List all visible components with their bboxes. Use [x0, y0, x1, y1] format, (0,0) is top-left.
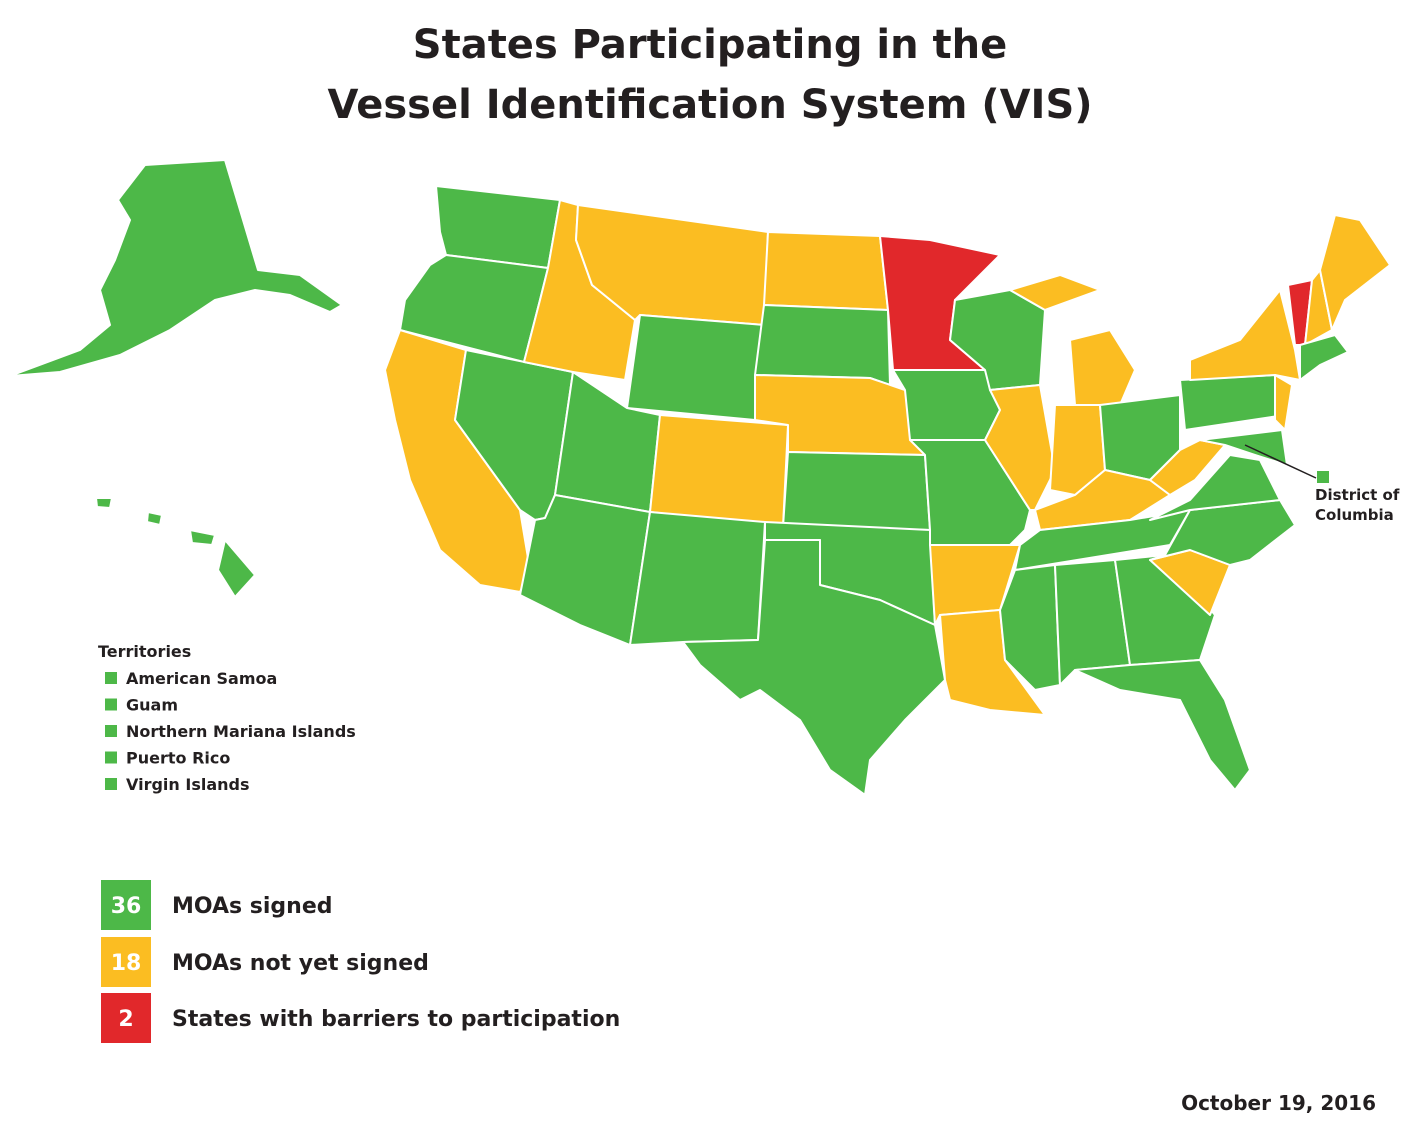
dc-swatch [1317, 471, 1329, 483]
dc-label: District of [1315, 486, 1400, 504]
state [1189, 289, 1301, 381]
state [649, 414, 789, 528]
state [1319, 214, 1391, 331]
state [892, 369, 1001, 441]
state [9, 159, 343, 377]
territory-label: Virgin Islands [126, 775, 250, 794]
territory-swatch [105, 751, 117, 764]
state [629, 511, 766, 646]
legend-count: 36 [111, 894, 142, 919]
state [189, 529, 216, 546]
dc-pointer [1244, 444, 1317, 479]
territories-list: American Samoa Guam Northern Mariana Islan… [105, 669, 356, 794]
territory-swatch [105, 698, 117, 711]
territory-swatch [105, 672, 117, 684]
territories-title: Territories [98, 642, 191, 661]
state [754, 304, 891, 386]
territory-label: Puerto Rico [126, 749, 230, 768]
legend-label: MOAs signed [172, 894, 333, 919]
legend-swatch [101, 880, 151, 930]
state [1299, 334, 1349, 381]
state [1199, 429, 1288, 466]
state [763, 231, 889, 311]
legend-label: MOAs not yet signed [172, 951, 429, 976]
state [1274, 374, 1293, 431]
legend-label: States with barriers to participation [172, 1007, 620, 1032]
state [1149, 454, 1281, 521]
territory-swatch [105, 778, 117, 790]
territory-label: American Samoa [126, 669, 277, 688]
state [146, 511, 163, 526]
legend: 36 MOAs signed 18 MOAs not yet signed 2 State… [101, 880, 620, 1043]
territory-label: Guam [126, 696, 178, 715]
legend-count: 2 [118, 1007, 133, 1032]
states [9, 159, 1391, 796]
state [1179, 374, 1286, 431]
dc-label: Columbia [1315, 506, 1394, 524]
state [95, 497, 113, 509]
state [1114, 554, 1216, 666]
legend-swatch [101, 937, 151, 987]
state [1074, 659, 1251, 791]
legend-swatch [101, 993, 151, 1043]
title-line: Vessel Identification System (VIS) [327, 82, 1092, 128]
state [984, 384, 1056, 511]
state [1009, 274, 1101, 311]
date: October 19, 2016 [1181, 1091, 1376, 1115]
state [782, 451, 931, 531]
state [682, 539, 946, 796]
state [217, 539, 256, 598]
state [626, 314, 765, 421]
title-line: States Participating in the [413, 22, 1007, 68]
legend-count: 18 [111, 951, 142, 976]
territory-label: Northern Mariana Islands [126, 722, 356, 741]
territory-swatch [105, 725, 117, 737]
state [1069, 329, 1136, 406]
